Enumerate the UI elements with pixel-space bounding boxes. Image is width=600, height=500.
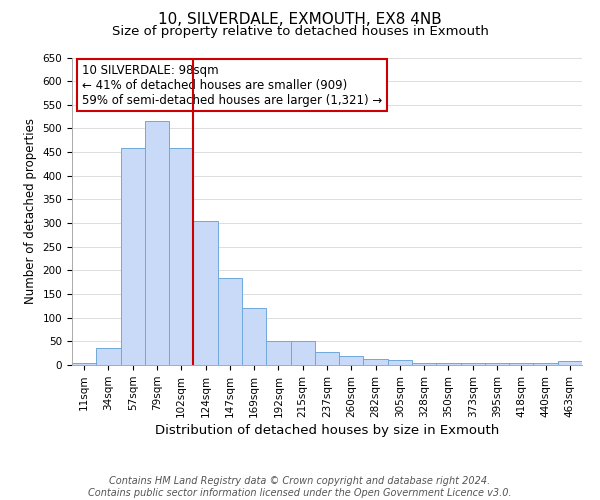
Bar	[558, 361, 582, 365]
Bar	[461, 362, 485, 365]
Bar	[96, 348, 121, 365]
Text: 10 SILVERDALE: 98sqm
← 41% of detached houses are smaller (909)
59% of semi-deta: 10 SILVERDALE: 98sqm ← 41% of detached h…	[82, 64, 382, 106]
Bar	[266, 342, 290, 365]
Bar	[339, 356, 364, 365]
Bar	[436, 362, 461, 365]
Bar	[145, 122, 169, 365]
Text: 10, SILVERDALE, EXMOUTH, EX8 4NB: 10, SILVERDALE, EXMOUTH, EX8 4NB	[158, 12, 442, 28]
Bar	[121, 148, 145, 365]
Bar	[193, 220, 218, 365]
Bar	[485, 362, 509, 365]
Bar	[364, 359, 388, 365]
Text: Size of property relative to detached houses in Exmouth: Size of property relative to detached ho…	[112, 25, 488, 38]
Bar	[169, 148, 193, 365]
Bar	[509, 362, 533, 365]
Y-axis label: Number of detached properties: Number of detached properties	[24, 118, 37, 304]
Bar	[290, 342, 315, 365]
Bar	[388, 360, 412, 365]
X-axis label: Distribution of detached houses by size in Exmouth: Distribution of detached houses by size …	[155, 424, 499, 437]
Bar	[533, 362, 558, 365]
Bar	[412, 362, 436, 365]
Bar	[72, 362, 96, 365]
Bar	[242, 308, 266, 365]
Bar	[218, 278, 242, 365]
Text: Contains HM Land Registry data © Crown copyright and database right 2024.
Contai: Contains HM Land Registry data © Crown c…	[88, 476, 512, 498]
Bar	[315, 352, 339, 365]
